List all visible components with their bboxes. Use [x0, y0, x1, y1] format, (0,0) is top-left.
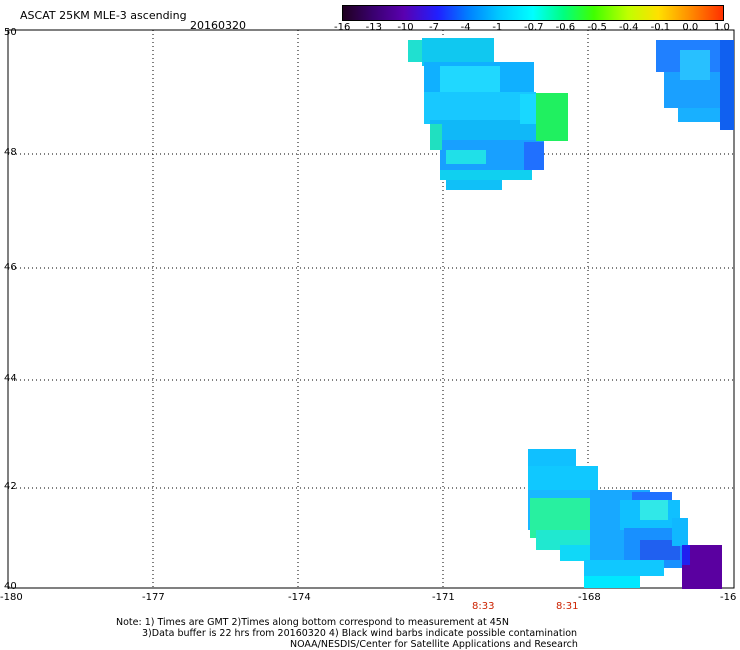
lat-label: 44: [4, 373, 17, 384]
lon-label: -174: [288, 592, 311, 603]
cell: [640, 540, 680, 560]
map-title: ASCAT 25KM MLE-3 ascending: [20, 9, 187, 22]
cell: [632, 492, 672, 500]
lon-label: -180: [0, 592, 23, 603]
lat-label: 42: [4, 481, 17, 492]
lat-label: 46: [4, 262, 17, 273]
swath-upper-right: [656, 40, 734, 130]
lon-label: -177: [142, 592, 165, 603]
cell: [440, 170, 532, 180]
colorbar-tick-label: -0.1: [650, 22, 671, 33]
colorbar-tick-label: -10: [397, 22, 414, 33]
colorbar-tick-label: -1: [492, 22, 503, 33]
colorbar-tick-label: -0.6: [555, 22, 576, 33]
footer-credit: NOAA/NESDIS/Center for Satellite Applica…: [290, 639, 578, 650]
cell: [520, 94, 536, 124]
colorbar-tick-label: -0.7: [524, 22, 544, 33]
time-label: 8:31: [556, 601, 579, 612]
cell: [672, 518, 688, 546]
cell: [424, 92, 536, 124]
lat-label: 40: [4, 581, 17, 592]
lon-label: -16: [720, 592, 737, 603]
map-date: 20160320: [190, 19, 246, 32]
lat-label: 48: [4, 147, 17, 158]
colorbar-tick-label: -13: [365, 22, 382, 33]
cell: [560, 545, 590, 561]
cell: [720, 40, 734, 130]
colorbar-tick-label: -16: [334, 22, 351, 33]
colorbar-tick-label: -7: [429, 22, 439, 33]
cell: [584, 576, 640, 588]
colorbar: [342, 5, 724, 21]
colorbar-tick-label: -0.5: [587, 22, 607, 33]
cell: [430, 120, 540, 140]
plot-frame: [7, 29, 735, 589]
colorbar-tick-label: 0.0: [682, 22, 699, 33]
footer-note-1: Note: 1) Times are GMT 2)Times along bot…: [116, 617, 509, 628]
lon-label: -168: [578, 592, 601, 603]
cell: [536, 93, 568, 141]
cell: [446, 180, 502, 190]
cell: [430, 124, 442, 150]
cell: [682, 545, 690, 565]
colorbar-tick-label: -4: [460, 22, 471, 33]
cell: [680, 50, 710, 80]
colorbar-tick-label: -0.4: [619, 22, 639, 33]
grid-lines: [8, 30, 734, 588]
footer-note-2: 3)Data buffer is 22 hrs from 20160320 4)…: [142, 628, 578, 639]
lon-label: -171: [432, 592, 455, 603]
cell: [446, 150, 486, 164]
cell: [422, 38, 494, 66]
time-label: 8:33: [472, 601, 495, 612]
lat-label: 50: [4, 27, 17, 38]
cell: [640, 500, 668, 520]
swath-lower-right: [528, 449, 722, 589]
colorbar-tick-label: 1.0: [714, 22, 730, 33]
cell: [678, 108, 724, 122]
cell: [584, 560, 664, 576]
cell: [524, 142, 544, 170]
swath-upper-middle: [408, 38, 568, 190]
